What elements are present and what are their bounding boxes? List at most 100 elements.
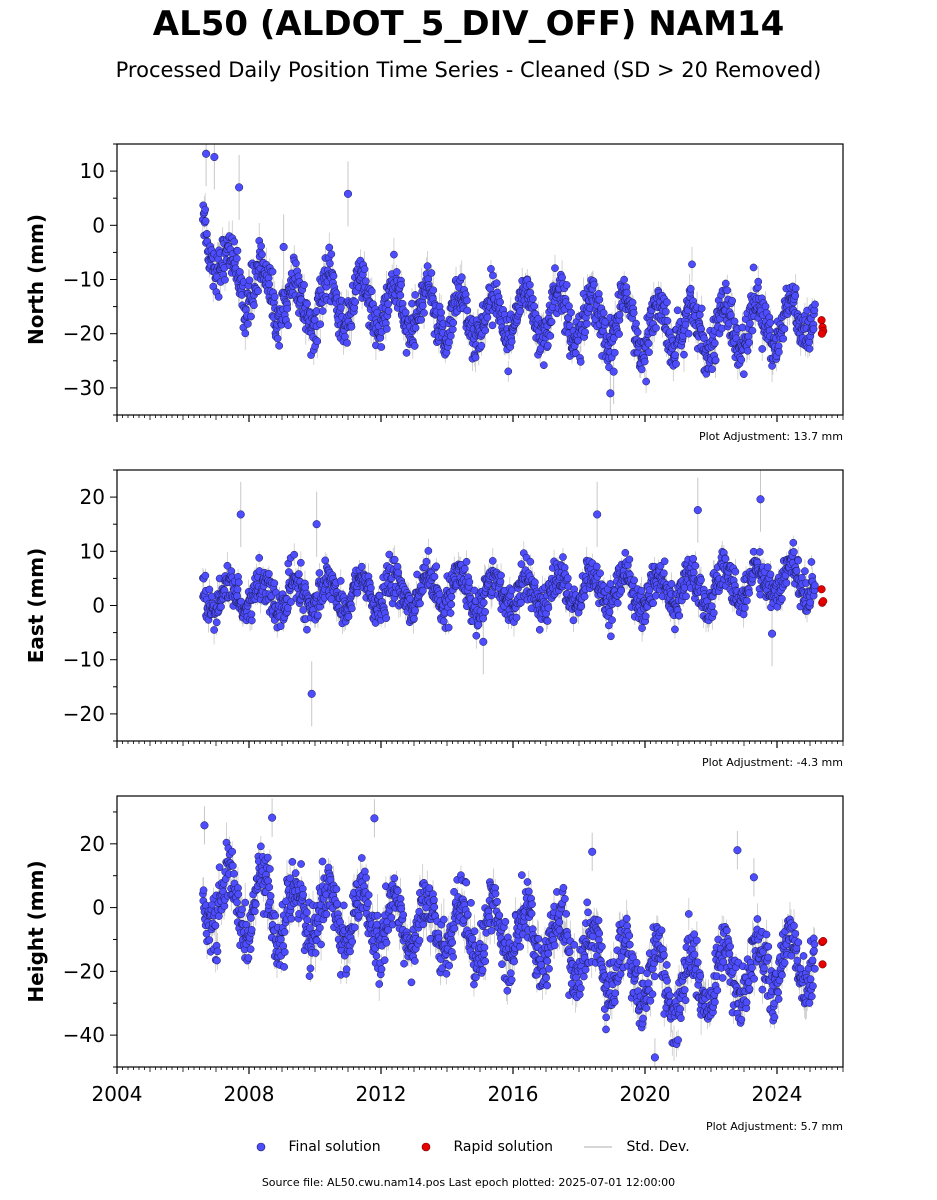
final-point — [739, 370, 748, 379]
final-point — [535, 625, 544, 634]
final-point — [299, 606, 308, 614]
final-point — [569, 616, 578, 625]
final-point — [652, 324, 660, 332]
final-point — [791, 284, 800, 293]
final-point — [737, 355, 746, 364]
final-point — [422, 557, 431, 566]
final-point — [432, 562, 441, 571]
final-point — [258, 250, 266, 259]
final-point — [232, 254, 241, 263]
panel-1: 10 0 −10 −20 −30 North (mm) Plot Adjustment: 1… — [24, 143, 844, 443]
final-point — [447, 600, 456, 609]
final-point — [312, 520, 321, 529]
final-point — [474, 620, 483, 629]
final-point — [417, 316, 425, 324]
final-point — [367, 287, 376, 296]
final-point — [214, 293, 223, 301]
final-point — [410, 342, 419, 350]
final-point — [247, 312, 255, 321]
y-axis-label: North (mm) — [24, 214, 48, 345]
final-point — [807, 558, 816, 566]
final-point — [301, 583, 310, 592]
final-point — [551, 264, 559, 272]
final-point — [526, 281, 534, 289]
final-point — [660, 557, 669, 566]
y-axis-label: East (mm) — [24, 548, 48, 664]
final-point — [789, 538, 798, 547]
final-point — [367, 584, 375, 592]
y-tick-label: 0 — [92, 213, 105, 237]
final-point — [236, 268, 244, 276]
final-point — [217, 602, 225, 611]
final-point — [489, 271, 497, 280]
final-point — [625, 555, 634, 564]
final-point — [487, 265, 495, 273]
final-point — [402, 349, 411, 357]
final-point — [583, 319, 591, 328]
final-point — [697, 304, 706, 313]
final-point — [563, 574, 572, 583]
final-point — [595, 295, 604, 304]
final-point — [394, 568, 403, 577]
final-point — [675, 611, 684, 620]
final-point — [728, 296, 737, 305]
final-point — [411, 291, 420, 299]
final-point — [201, 217, 210, 225]
final-point — [360, 265, 369, 274]
final-point — [546, 332, 555, 340]
final-point — [623, 288, 631, 297]
final-point — [496, 298, 504, 306]
final-point — [574, 336, 582, 345]
final-point — [671, 351, 679, 359]
final-point — [327, 250, 336, 258]
final-point — [410, 614, 418, 623]
final-point — [290, 550, 299, 559]
final-point — [430, 572, 439, 581]
final-point — [660, 569, 668, 578]
final-point — [609, 367, 618, 376]
chart-subtitle: Processed Daily Position Time Series - C… — [115, 58, 822, 82]
final-point — [607, 632, 615, 641]
final-point — [241, 329, 250, 338]
final-point — [754, 277, 763, 286]
final-point — [411, 606, 419, 615]
final-point — [397, 280, 406, 289]
final-point — [606, 389, 615, 398]
final-point — [638, 624, 646, 632]
final-point — [721, 554, 730, 563]
final-point — [791, 291, 800, 300]
final-point — [517, 560, 526, 568]
final-point — [336, 577, 345, 585]
final-point — [279, 242, 288, 252]
final-point — [775, 348, 783, 356]
final-point — [613, 599, 622, 607]
final-point — [801, 567, 809, 575]
final-point — [689, 554, 698, 563]
final-point — [517, 598, 525, 607]
final-point — [792, 566, 801, 575]
final-point — [427, 269, 436, 277]
final-point — [247, 616, 256, 625]
final-solution-points — [199, 149, 819, 398]
final-point — [343, 189, 353, 198]
final-point — [581, 328, 589, 336]
final-point — [684, 329, 693, 338]
final-point — [344, 612, 353, 621]
final-point — [778, 594, 786, 603]
final-point — [567, 308, 575, 317]
rapid-point — [819, 597, 828, 606]
final-point — [695, 311, 704, 319]
final-point — [273, 334, 282, 343]
final-point — [390, 555, 399, 564]
final-point — [761, 302, 770, 311]
final-point — [562, 281, 571, 289]
final-point — [449, 318, 458, 327]
final-point — [325, 243, 334, 252]
final-point — [766, 318, 775, 327]
final-point — [300, 281, 308, 289]
final-point — [610, 334, 618, 342]
final-point — [275, 341, 284, 350]
final-point — [540, 361, 548, 370]
final-point — [590, 280, 598, 289]
final-point — [731, 567, 740, 576]
